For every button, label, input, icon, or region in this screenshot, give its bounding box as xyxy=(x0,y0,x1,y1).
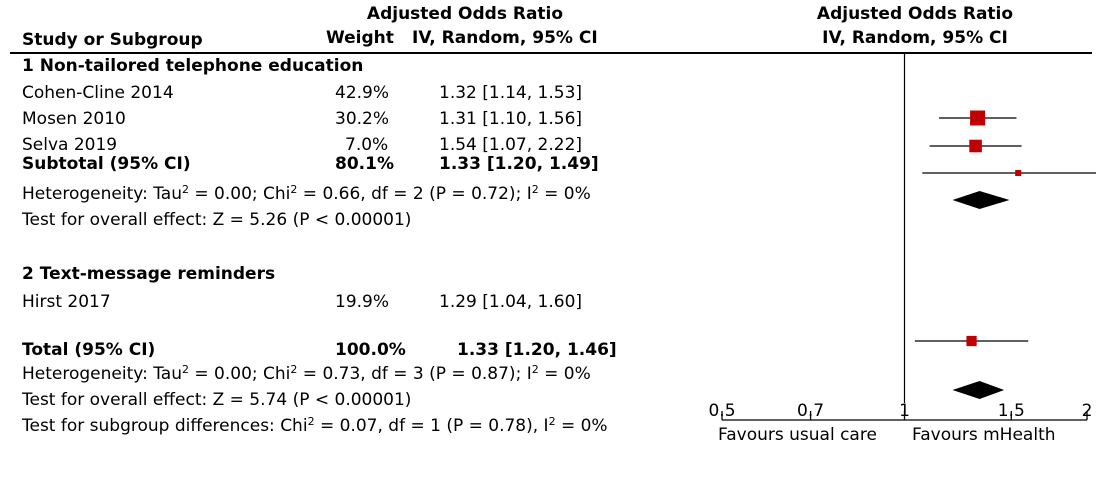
study-ci: 1.54 [1.07, 2.22] xyxy=(439,135,583,155)
weight-column-header: Weight xyxy=(326,28,394,48)
study-name: Selva 2019 xyxy=(22,135,118,155)
plot-measure-header: Adjusted Odds Ratio xyxy=(816,4,1014,24)
study-weight: 7.0% xyxy=(345,135,389,155)
subtotal-label: Subtotal (95% CI) xyxy=(22,154,191,174)
subgroup-differences-test: Test for subgroup differences: Chi2 = 0.… xyxy=(22,415,608,436)
subgroup-1-title: 1 Non-tailored telephone education xyxy=(22,56,364,76)
study-ci: 1.29 [1.04, 1.60] xyxy=(439,292,583,312)
total-ci: 1.33 [1.20, 1.46] xyxy=(457,340,617,360)
study-point-marker xyxy=(970,110,986,126)
favours-right-label: Favours mHealth xyxy=(912,425,1056,445)
effect-measure-header: Adjusted Odds Ratio xyxy=(366,4,564,24)
pooled-estimate-diamond xyxy=(952,381,1005,399)
study-ci: 1.32 [1.14, 1.53] xyxy=(439,83,583,103)
subtotal-weight: 80.1% xyxy=(335,154,394,174)
axis-tick-label: 0.7 xyxy=(797,401,825,421)
axis-tick-label: 1 xyxy=(899,401,910,421)
study-weight: 30.2% xyxy=(335,109,390,129)
total-overall-effect: Test for overall effect: Z = 5.74 (P < 0… xyxy=(22,390,412,410)
total-heterogeneity: Heterogeneity: Tau2 = 0.00; Chi2 = 0.73,… xyxy=(22,363,591,384)
axis-tick-label: 0.5 xyxy=(708,401,736,421)
study-weight: 42.9% xyxy=(335,83,390,103)
total-label: Total (95% CI) xyxy=(22,340,156,360)
study-point-marker xyxy=(1015,169,1022,177)
subgroup-1-heterogeneity: Heterogeneity: Tau2 = 0.00; Chi2 = 0.66,… xyxy=(22,183,591,204)
study-name: Mosen 2010 xyxy=(22,109,126,129)
subgroup-2-title: 2 Text-message reminders xyxy=(22,264,276,284)
study-column-header: Study or Subgroup xyxy=(22,30,203,50)
study-name: Cohen-Cline 2014 xyxy=(22,83,174,103)
subgroup-1-overall-effect: Test for overall effect: Z = 5.26 (P < 0… xyxy=(22,210,412,230)
header-rule xyxy=(10,52,1092,54)
total-weight: 100.0% xyxy=(335,340,406,360)
axis-tick-label: 1.5 xyxy=(997,401,1025,421)
study-ci: 1.31 [1.10, 1.56] xyxy=(439,109,583,129)
pooled-estimate-diamond xyxy=(952,191,1010,209)
axis-tick-label: 2 xyxy=(1081,401,1093,421)
subtotal-ci: 1.33 [1.20, 1.49] xyxy=(439,154,599,174)
ci-column-header: IV, Random, 95% CI xyxy=(412,28,598,48)
plot-ci-header: IV, Random, 95% CI xyxy=(822,28,1008,48)
study-point-marker xyxy=(969,139,982,153)
study-name: Hirst 2017 xyxy=(22,292,111,312)
favours-left-label: Favours usual care xyxy=(718,425,877,445)
study-weight: 19.9% xyxy=(335,292,390,312)
study-point-marker xyxy=(966,335,977,347)
